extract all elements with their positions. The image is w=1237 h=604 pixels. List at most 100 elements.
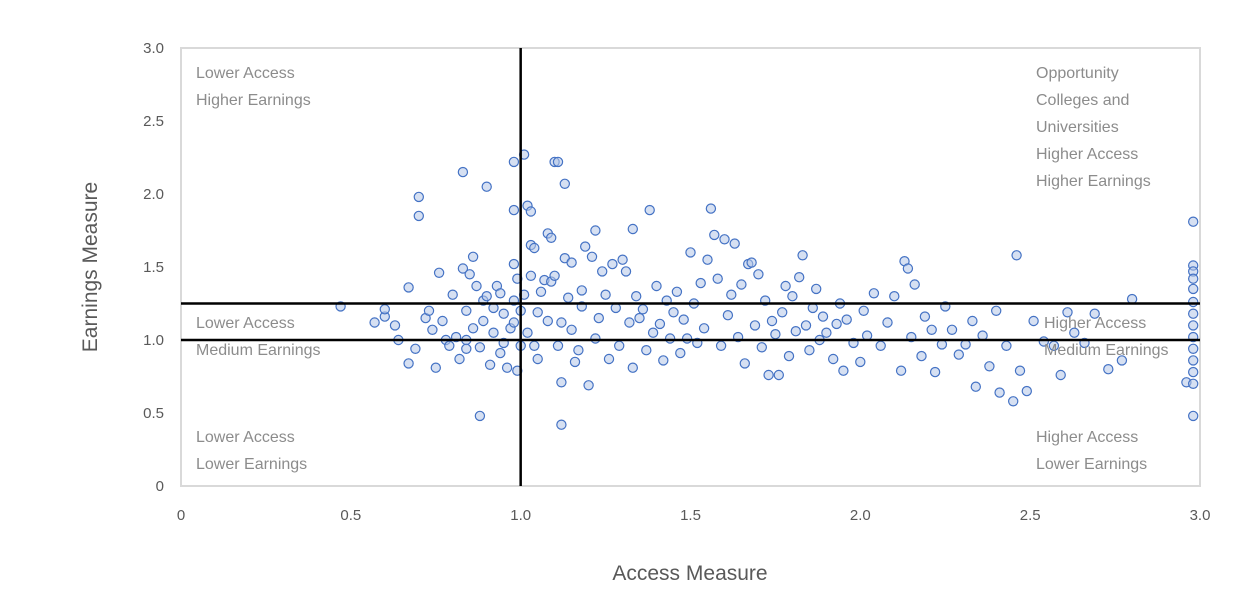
data-point — [984, 361, 995, 372]
data-point — [529, 242, 540, 254]
data-point — [461, 305, 472, 316]
data-point — [868, 288, 880, 299]
data-point — [631, 291, 642, 302]
data-point — [715, 340, 727, 351]
data-point — [790, 326, 802, 337]
data-point — [1187, 273, 1199, 284]
data-point — [664, 333, 676, 344]
data-point — [817, 311, 829, 322]
quadrant-label-bottom-right: Higher Access Lower Earnings — [1036, 429, 1147, 473]
quadrant-label-line: Lower Earnings — [1036, 456, 1147, 473]
data-point — [573, 345, 584, 356]
quadrant-label-line: Medium Earnings — [1044, 342, 1169, 359]
data-point — [926, 324, 937, 335]
y-tick-label: 2.5 — [143, 113, 164, 130]
data-point — [546, 232, 557, 243]
data-point — [831, 318, 842, 330]
data-point — [763, 369, 774, 381]
data-point — [675, 347, 686, 359]
data-point — [929, 366, 941, 378]
data-point — [369, 317, 380, 328]
data-point — [474, 410, 486, 422]
data-point — [641, 345, 652, 356]
data-point — [1062, 307, 1073, 318]
data-point — [1187, 283, 1199, 295]
data-point — [389, 320, 401, 331]
data-point — [1089, 308, 1100, 319]
data-point — [508, 204, 520, 216]
data-point — [607, 258, 618, 270]
data-point — [1187, 296, 1199, 308]
data-point — [593, 312, 605, 324]
x-tick-label: 3.0 — [1190, 507, 1211, 524]
data-point — [946, 324, 958, 335]
data-point — [413, 210, 424, 222]
data-point — [532, 307, 543, 318]
quadrant-label-middle-left: Lower Access Medium Earnings — [196, 315, 321, 359]
data-point — [1069, 327, 1080, 338]
data-point — [532, 353, 543, 365]
reference-lines — [181, 48, 1200, 486]
data-point — [637, 304, 649, 315]
data-point — [559, 178, 571, 189]
data-point — [457, 263, 469, 274]
data-point — [525, 206, 537, 217]
data-point — [627, 223, 639, 235]
data-point — [454, 353, 465, 365]
data-point — [614, 340, 625, 351]
data-point — [542, 315, 554, 327]
data-point — [658, 355, 669, 366]
data-point — [739, 358, 751, 369]
data-point — [991, 305, 1002, 316]
data-point — [705, 203, 717, 214]
data-point — [1011, 250, 1022, 261]
data-point — [695, 277, 706, 289]
data-point — [698, 323, 710, 334]
data-point — [875, 340, 886, 351]
data-point — [967, 315, 978, 327]
data-point — [508, 317, 520, 328]
data-point — [678, 314, 689, 325]
data-point — [566, 257, 577, 268]
data-point — [498, 308, 509, 319]
data-point — [1187, 343, 1199, 354]
x-tick-label: 0 — [177, 507, 185, 524]
data-point — [508, 258, 520, 270]
data-point — [1014, 365, 1026, 376]
data-point — [549, 270, 560, 281]
data-point — [916, 350, 927, 362]
data-point — [552, 340, 564, 351]
data-point — [447, 289, 458, 300]
data-point — [1187, 320, 1199, 331]
data-point — [403, 358, 414, 369]
data-point — [529, 340, 540, 351]
data-point — [644, 204, 655, 216]
quadrant-label-line: Colleges and — [1036, 92, 1129, 109]
data-point — [1001, 340, 1012, 351]
y-tick-label: 1.0 — [143, 332, 164, 349]
data-point — [726, 289, 737, 300]
data-point — [410, 343, 421, 354]
data-point — [552, 156, 564, 168]
data-point — [481, 291, 492, 302]
data-point — [576, 285, 588, 296]
data-point — [794, 272, 805, 283]
data-point — [1103, 364, 1114, 375]
quadrant-label-line: Lower Access — [196, 315, 295, 332]
data-point — [766, 315, 778, 327]
data-point — [471, 280, 482, 292]
data-point — [556, 419, 567, 430]
data-point — [556, 317, 567, 328]
data-point — [427, 324, 438, 335]
data-point — [994, 387, 1005, 398]
data-point — [800, 320, 812, 331]
data-point — [556, 377, 567, 388]
data-point — [1187, 308, 1199, 319]
data-point — [1187, 410, 1199, 422]
data-point — [478, 315, 489, 327]
data-point — [777, 307, 788, 318]
data-point — [457, 166, 469, 178]
data-point — [617, 254, 628, 265]
